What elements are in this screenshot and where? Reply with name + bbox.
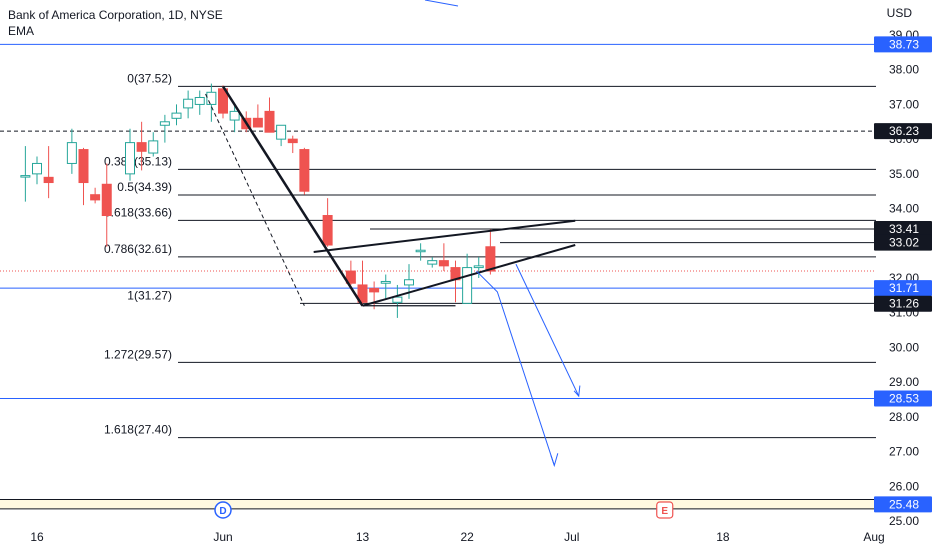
candle-down: [287, 138, 298, 144]
fib-level-label: 0.618(33.66): [104, 205, 172, 219]
price-tick-label: 28.00: [889, 410, 919, 424]
price-tag-label: 25.48: [889, 497, 919, 511]
dividend-event-icon[interactable]: [214, 501, 232, 519]
candle-up: [404, 279, 414, 286]
candle-down: [101, 183, 112, 217]
fib-level-label: 0.786(32.61): [104, 242, 172, 256]
currency-label: USD: [886, 6, 912, 20]
trend-line-dashed[interactable]: [205, 93, 305, 306]
time-tick-label: 13: [356, 530, 370, 544]
price-tag[interactable]: [874, 36, 932, 53]
support-zone: [0, 499, 876, 509]
channel-upper-line[interactable]: [313, 219, 576, 253]
price-tag-label: 31.26: [889, 297, 919, 311]
arrow-head: [573, 385, 581, 398]
price-tag[interactable]: [874, 234, 932, 251]
price-tag[interactable]: [874, 295, 932, 312]
price-tag-label: 31.71: [889, 281, 919, 295]
arrow-head: [550, 453, 559, 468]
event-label: D: [219, 506, 226, 517]
price-tag-label: 38.73: [889, 37, 919, 51]
price-tick-label: 38.00: [889, 63, 919, 77]
candle-up: [32, 162, 42, 175]
earnings-event-icon[interactable]: [656, 501, 674, 519]
fib-level-label: 1.618(27.40): [104, 423, 172, 437]
projection-arrow[interactable]: [476, 270, 555, 466]
price-tag[interactable]: [874, 496, 932, 513]
candle-up: [66, 142, 77, 164]
projection-arrow[interactable]: [515, 263, 580, 397]
time-axis[interactable]: [0, 524, 876, 550]
candle-down: [264, 110, 275, 133]
price-tag-label: 36.23: [889, 124, 919, 138]
price-tick-label: 30.00: [889, 340, 919, 354]
price-tag[interactable]: [874, 123, 932, 140]
candle-up: [415, 249, 426, 253]
time-tick-label: 18: [716, 530, 730, 544]
price-tag-label: 33.41: [889, 222, 919, 236]
time-tick-label: 16: [30, 530, 44, 544]
candle-down: [345, 270, 356, 284]
candle-up: [171, 112, 182, 119]
price-tick-label: 35.00: [889, 167, 919, 181]
price-tag[interactable]: [874, 280, 932, 297]
candle-up: [392, 296, 403, 303]
candle-down: [90, 194, 101, 201]
candle-up: [473, 265, 484, 269]
symbol-title[interactable]: Bank of America Corporation, 1D, NYSE: [8, 8, 223, 22]
candle-down: [357, 284, 368, 303]
price-tick-label: 29.00: [889, 375, 919, 389]
fib-level-label: 1.272(29.57): [104, 347, 172, 361]
price-tick-label: 37.00: [889, 97, 919, 111]
price-tick-label: 34.00: [889, 202, 919, 216]
candle-down: [43, 176, 54, 184]
price-tick-label: 26.00: [889, 479, 919, 493]
price-tag-label: 28.53: [889, 391, 919, 405]
candle-down: [438, 260, 449, 267]
candle-down: [322, 215, 333, 246]
time-tick-label: Jun: [213, 530, 232, 544]
event-label: E: [661, 506, 668, 517]
fib-level-label: 0.382(35.13): [104, 154, 172, 168]
fib-level-label: 1(31.27): [127, 288, 172, 302]
fib-level-label: 0(37.52): [127, 71, 172, 85]
time-tick-label: Aug: [863, 530, 884, 544]
candle-up: [462, 267, 473, 304]
channel-lower-line[interactable]: [362, 244, 576, 307]
time-tick-label: 22: [460, 530, 474, 544]
price-tag[interactable]: [874, 221, 932, 238]
price-axis[interactable]: [876, 0, 932, 550]
price-tag-label: 33.02: [889, 236, 919, 250]
price-tag[interactable]: [874, 390, 932, 407]
candle-up: [229, 110, 240, 121]
candle-down: [369, 287, 380, 293]
price-tick-label: 25.00: [889, 514, 919, 528]
candle-up: [380, 280, 391, 284]
candle-down: [485, 246, 496, 272]
candle-down: [78, 149, 89, 184]
candle-down: [252, 117, 263, 128]
candle-up: [427, 260, 438, 265]
fib-level-label: 0.5(34.39): [117, 180, 172, 194]
candle-up: [159, 121, 170, 126]
candle-up: [148, 140, 159, 154]
candle-up: [125, 142, 135, 175]
trend-line-partial[interactable]: [424, 0, 459, 7]
candle-up: [206, 91, 217, 105]
time-tick-label: Jul: [564, 530, 579, 544]
candle-down: [299, 149, 310, 192]
trend-line[interactable]: [221, 85, 364, 307]
candle-up: [194, 96, 205, 105]
candle-up: [183, 98, 194, 109]
candle-up: [20, 175, 31, 178]
candle-up: [276, 124, 287, 140]
candle-down: [218, 88, 228, 114]
candle-down: [136, 142, 147, 152]
price-tick-label: 27.00: [889, 445, 919, 459]
indicator-label[interactable]: EMA: [8, 24, 35, 38]
